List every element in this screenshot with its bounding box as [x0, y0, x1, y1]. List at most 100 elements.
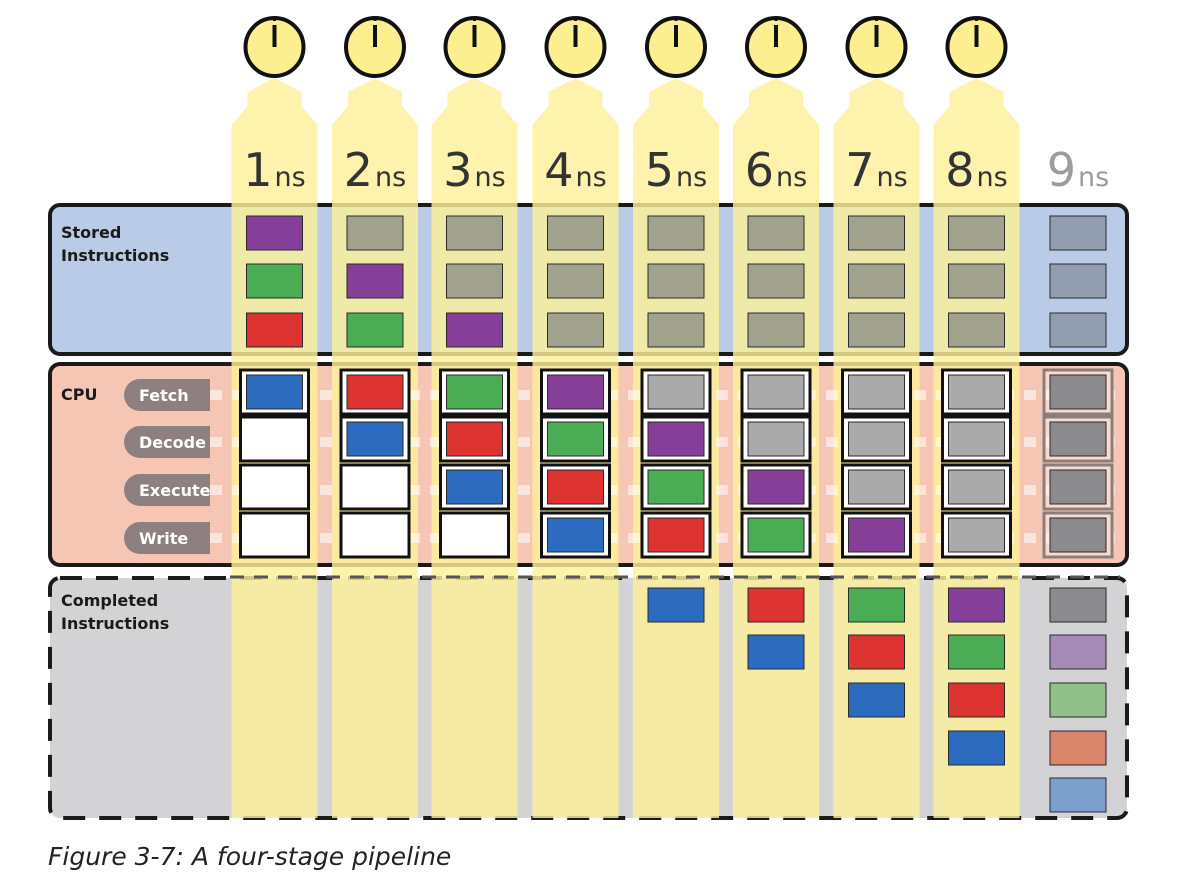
clock-icon [945, 16, 1008, 78]
clock-icon [845, 16, 908, 78]
completed-instruction-block [948, 634, 1005, 670]
pipeline-instruction-block [446, 421, 503, 457]
stored-instruction-block [848, 312, 905, 348]
pipeline-instruction-block [1049, 374, 1107, 410]
stored-instruction-block [246, 312, 303, 348]
stored-instruction-block [747, 312, 805, 348]
pipeline-instruction-block [848, 374, 905, 410]
pipeline-stage-cell [339, 511, 411, 559]
pipeline-instruction-block [848, 469, 905, 505]
stored-instruction-block [547, 215, 604, 251]
stored-panel-label-line1: Stored [61, 223, 121, 242]
pipeline-stage-cell [239, 463, 310, 511]
pipeline-instruction-block [747, 517, 805, 553]
time-label-4ns: 4ns [544, 143, 606, 197]
pipeline-instruction-block [647, 517, 705, 553]
stored-instruction-block [647, 263, 705, 299]
stored-instruction-block [747, 215, 805, 251]
time-label-3ns: 3ns [443, 143, 505, 197]
completed-instruction-block [1049, 730, 1107, 766]
pipeline-stage-cell [239, 511, 310, 559]
stored-instruction-block [346, 215, 404, 251]
clock-icon [745, 16, 807, 78]
stored-instruction-block [246, 263, 303, 299]
stage-label-pill-execute [124, 474, 210, 506]
stage-label-pill-write [124, 522, 210, 554]
pipeline-instruction-block [848, 517, 905, 553]
pipeline-instruction-block [547, 469, 604, 505]
pipeline-instruction-block [547, 421, 604, 457]
pipeline-instruction-block [948, 517, 1005, 553]
pipeline-instruction-block [246, 374, 303, 410]
pipeline-instruction-block [1049, 421, 1107, 457]
stored-instruction-block [547, 312, 604, 348]
time-label-8ns: 8ns [945, 143, 1007, 197]
time-label-number: 9 [1047, 143, 1076, 197]
pipeline-instruction-block [1049, 517, 1107, 553]
stored-instruction-block [1049, 215, 1107, 251]
pipeline-stage-cell [239, 415, 310, 463]
stored-instruction-block [647, 312, 705, 348]
completed-instruction-block [948, 587, 1005, 623]
stored-instruction-block [948, 263, 1005, 299]
completed-instruction-block [647, 587, 705, 623]
stored-instruction-block [446, 215, 503, 251]
stored-instruction-block [446, 263, 503, 299]
time-label-unit: ns [375, 162, 406, 193]
pipeline-instruction-block [948, 374, 1005, 410]
pipeline-stage-cell [339, 463, 411, 511]
stored-instruction-block [346, 263, 404, 299]
time-label-number: 6 [745, 143, 774, 197]
completed-instruction-block [848, 587, 905, 623]
completed-instruction-block [1049, 682, 1107, 718]
pipeline-instruction-block [547, 374, 604, 410]
pipeline-instruction-block [948, 421, 1005, 457]
time-label-1ns: 1ns [243, 143, 305, 197]
completed-instruction-block [1049, 777, 1107, 813]
cpu-panel-label: CPU [61, 385, 97, 404]
completed-instruction-block [848, 682, 905, 718]
stage-label-fetch: Fetch [139, 386, 189, 405]
pipeline-instruction-block [848, 421, 905, 457]
pipeline-stage-cell [439, 511, 510, 559]
time-label-5ns: 5ns [645, 143, 707, 197]
time-label-number: 2 [344, 143, 373, 197]
stage-label-decode: Decode [139, 433, 206, 452]
time-label-unit: ns [275, 162, 306, 193]
pipeline-instruction-block [747, 469, 805, 505]
clock-icon [544, 16, 607, 78]
completed-panel-label-line1: Completed [61, 591, 158, 610]
completed-instruction-block [948, 682, 1005, 718]
stored-instruction-block [246, 215, 303, 251]
time-label-7ns: 7ns [845, 143, 907, 197]
completed-instruction-block [747, 587, 805, 623]
pipeline-instruction-block [346, 374, 404, 410]
clock-icon [443, 16, 506, 78]
stored-instruction-block [848, 263, 905, 299]
stored-instruction-block [1049, 312, 1107, 348]
time-label-unit: ns [475, 162, 506, 193]
time-label-number: 1 [243, 143, 272, 197]
completed-instruction-block [1049, 634, 1107, 670]
pipeline-instruction-block [346, 421, 404, 457]
stored-instruction-block [647, 215, 705, 251]
stored-instruction-block [1049, 263, 1107, 299]
time-label-number: 3 [443, 143, 472, 197]
clock-icon [344, 16, 406, 78]
time-label-number: 5 [645, 143, 674, 197]
stage-label-execute: Execute [139, 481, 211, 500]
time-label-unit: ns [977, 162, 1008, 193]
stage-label-write: Write [139, 529, 188, 548]
clock-icon [243, 16, 306, 78]
completed-instruction-block [1049, 587, 1107, 623]
time-label-number: 8 [945, 143, 974, 197]
stored-instruction-block [346, 312, 404, 348]
pipeline-instruction-block [948, 469, 1005, 505]
clock-icon [645, 16, 707, 78]
pipeline-instruction-block [747, 374, 805, 410]
time-label-6ns: 6ns [745, 143, 807, 197]
stored-instruction-block [446, 312, 503, 348]
stage-label-pill-fetch [124, 379, 210, 411]
completed-panel-label-line2: Instructions [61, 614, 169, 633]
